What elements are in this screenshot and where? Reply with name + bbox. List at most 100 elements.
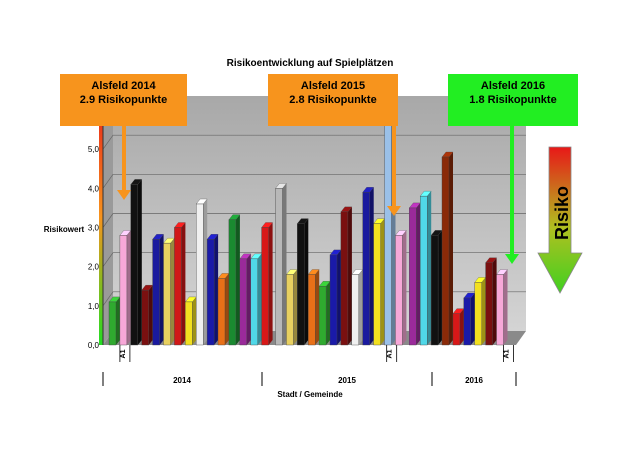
bar-side: [246, 253, 251, 345]
y-tick-label: 4,0: [88, 184, 100, 193]
bar-side: [293, 269, 298, 345]
bar: [206, 239, 215, 346]
bar: [297, 223, 305, 346]
bar-side: [449, 152, 453, 345]
group-marker-label: A1: [503, 349, 510, 358]
y-axis-label: Risikowert: [44, 225, 85, 234]
bar: [340, 211, 349, 346]
bar: [261, 227, 269, 346]
bar-side: [181, 222, 186, 345]
bar-side: [470, 293, 475, 345]
arrow-2015-head: [387, 206, 401, 216]
bar: [409, 207, 417, 346]
bar-side: [315, 269, 320, 345]
bar: [185, 301, 193, 346]
bar-side: [427, 191, 432, 345]
y-axis-color-bar: [99, 90, 103, 345]
bar-side: [170, 238, 175, 345]
callout-2015-line2: 2.8 Risikopunkte: [289, 94, 377, 106]
chart-title: Risikoentwicklung auf Spielplätzen: [226, 58, 394, 69]
bar-side: [481, 277, 486, 345]
bar: [395, 235, 403, 346]
x-group-label: 2015: [338, 376, 356, 385]
bar-side: [225, 273, 229, 345]
callout-alsfeld-2016: Alsfeld 2016 1.8 Risikopunkte: [448, 74, 578, 126]
bar-side: [192, 296, 197, 345]
callout-2016-line2: 1.8 Risikopunkte: [469, 94, 557, 106]
bar: [217, 278, 226, 346]
bar: [474, 282, 482, 346]
bar-side: [402, 230, 407, 345]
bar-side: [148, 285, 153, 345]
bar: [108, 301, 117, 346]
bar: [452, 313, 461, 346]
bar: [275, 188, 283, 346]
risk-scale-label: Risiko: [552, 185, 572, 241]
bar: [463, 297, 471, 346]
y-tick-label: 5,0: [88, 145, 100, 154]
group-marker-label: A1: [120, 349, 127, 358]
y-tick-label: 2,0: [88, 263, 100, 272]
group-marker-label: A1: [387, 349, 394, 358]
bar: [250, 258, 258, 346]
bar: [152, 239, 160, 346]
bar-side: [137, 179, 142, 345]
bar-side: [347, 206, 352, 345]
arrow-2016-head: [505, 254, 519, 264]
bar: [441, 156, 450, 346]
bar-side: [304, 218, 309, 345]
bar-side: [438, 230, 443, 345]
y-tick-label: 3,0: [88, 224, 100, 233]
bar-side: [358, 269, 363, 345]
bar-side: [235, 214, 240, 345]
callout-alsfeld-2015: Alsfeld 2015 2.8 Risikopunkte: [268, 74, 398, 126]
bar-side: [126, 230, 131, 345]
bar: [485, 262, 493, 346]
bar: [420, 195, 428, 346]
bar: [362, 192, 370, 346]
bar-side: [268, 222, 273, 345]
callout-2015-line1: Alsfeld 2015: [300, 80, 366, 92]
bar-side: [326, 281, 331, 345]
x-axis-label: Stadt / Gemeinde: [277, 390, 343, 399]
bar: [286, 274, 294, 346]
y-tick-label: 0,0: [88, 341, 100, 350]
bar: [351, 274, 359, 346]
bar: [228, 219, 237, 346]
bar-side: [369, 187, 374, 345]
bar-side: [337, 249, 341, 345]
bar-side: [257, 253, 262, 345]
callout-2014-line1: Alsfeld 2014: [91, 80, 156, 92]
bar: [239, 258, 248, 346]
bar: [384, 125, 392, 346]
callout-2014-line2: 2.9 Risikopunkte: [79, 94, 168, 106]
bar: [318, 286, 327, 346]
bar: [174, 227, 182, 346]
bar: [141, 289, 149, 346]
bar-side: [503, 269, 508, 345]
bar-side: [380, 218, 385, 345]
bar: [308, 274, 316, 346]
bar: [496, 274, 504, 346]
bar-side: [214, 234, 219, 345]
bar-side: [492, 257, 497, 345]
callout-alsfeld-2014: Alsfeld 2014 2.9 Risikopunkte: [60, 74, 187, 126]
bar: [119, 235, 128, 346]
bar: [163, 242, 171, 346]
x-group-label: 2016: [465, 376, 483, 385]
bar-side: [116, 296, 120, 345]
bar: [373, 223, 381, 346]
bar-side: [282, 183, 287, 345]
bar: [430, 235, 439, 346]
bar-side: [203, 199, 208, 345]
arrow-2014-head: [117, 190, 131, 200]
bar: [329, 254, 338, 346]
bar-side: [416, 202, 421, 345]
bar-side: [159, 234, 164, 345]
y-tick-label: 1,0: [88, 302, 100, 311]
bar: [130, 184, 139, 346]
bar: [195, 203, 204, 346]
x-group-label: 2014: [173, 376, 191, 385]
